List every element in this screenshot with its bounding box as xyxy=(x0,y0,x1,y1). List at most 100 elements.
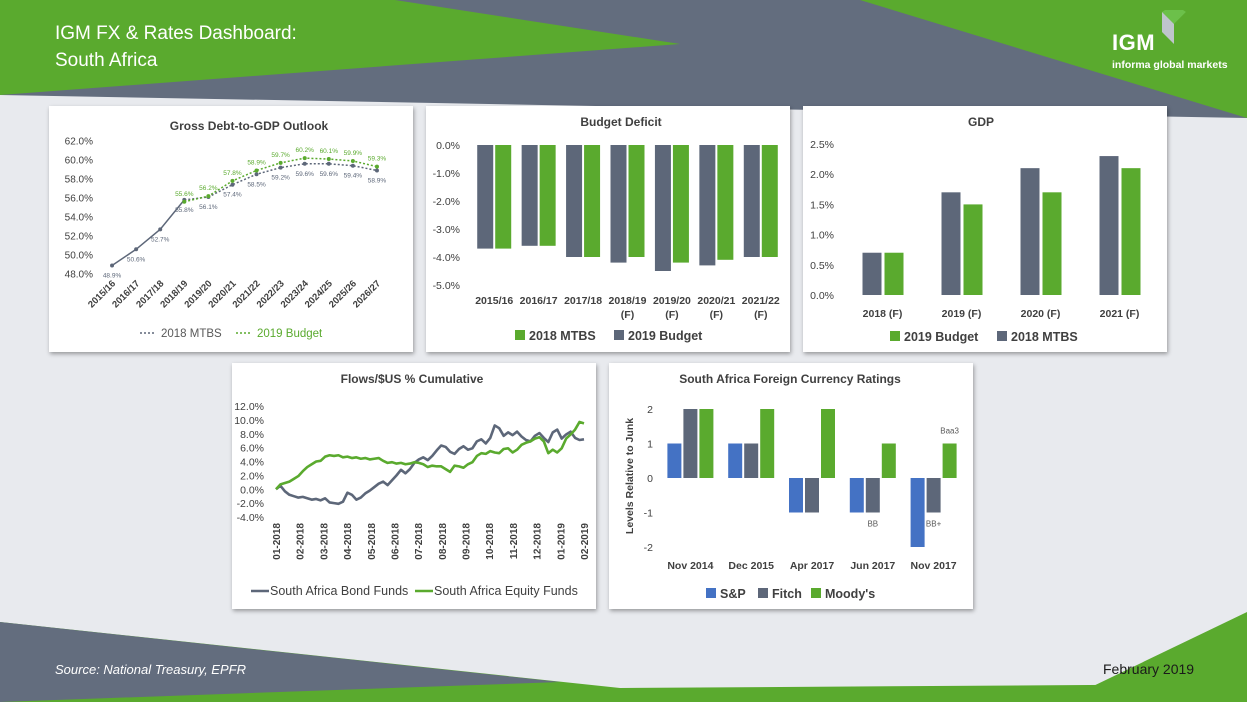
y-tick-label: 12.0% xyxy=(234,401,264,413)
logo-text: IGM xyxy=(1112,30,1156,55)
bar xyxy=(865,478,880,513)
chart-title: Flows/$US % Cumulative xyxy=(341,372,484,386)
legend-label: South Africa Bond Funds xyxy=(270,584,408,598)
data-label: 58.9% xyxy=(247,159,266,166)
y-tick-label: 2.0% xyxy=(810,169,834,181)
y-tick-label: 1.0% xyxy=(810,230,834,242)
debt-to-gdp-panel: Gross Debt-to-GDP Outlook 48.0% 50.0% 52.0%… xyxy=(49,106,413,352)
y-tick-label: 1 xyxy=(647,439,653,451)
x-tick-label: Nov 2017 xyxy=(911,560,957,572)
x-tick-label: 04-2018 xyxy=(343,523,354,560)
legend-label: South Africa Equity Funds xyxy=(434,584,578,598)
x-tick-label: (F) xyxy=(665,309,678,321)
data-label: 58.9% xyxy=(368,177,387,184)
legend-swatch xyxy=(997,331,1007,341)
bar xyxy=(821,409,835,478)
legend-swatch xyxy=(515,330,525,340)
bar xyxy=(1042,192,1062,295)
y-tick-label: 0.0% xyxy=(240,484,264,496)
data-point xyxy=(278,160,283,165)
chart-svg: Flows/$US % Cumulative -4.0% -2.0% 0.0% 2.0%… xyxy=(234,372,591,598)
data-label: 59.3% xyxy=(368,156,387,163)
y-tick-label: 58.0% xyxy=(65,175,93,186)
x-tick-label: 2021 (F) xyxy=(1100,308,1140,320)
data-label: 52.7% xyxy=(151,236,170,243)
x-tick-label: 12-2018 xyxy=(533,523,544,560)
x-tick-label: 05-2018 xyxy=(367,523,378,560)
bar xyxy=(761,145,778,257)
bar xyxy=(477,145,494,249)
series-line xyxy=(275,420,585,491)
legend-label: 2019 Budget xyxy=(904,330,979,344)
x-tick-label: 2018 (F) xyxy=(863,308,903,320)
legend-label: Fitch xyxy=(772,587,802,601)
y-tick-label: 60.0% xyxy=(65,156,93,167)
legend-label: 2019 Budget xyxy=(628,329,703,343)
y-tick-label: 52.0% xyxy=(65,232,93,243)
data-label: 55.8% xyxy=(175,207,194,214)
x-tick-label: 08-2018 xyxy=(438,523,449,560)
x-tick-label: 06-2018 xyxy=(390,523,401,560)
data-label: 58.5% xyxy=(247,181,266,188)
data-label: 60.1% xyxy=(320,148,339,155)
data-point xyxy=(302,156,307,161)
bar xyxy=(862,252,882,295)
bar xyxy=(744,443,759,478)
title-line-2: South Africa xyxy=(55,50,158,71)
y-tick-label: 54.0% xyxy=(65,213,93,224)
legend-swatch xyxy=(614,330,624,340)
legend-label: Moody's xyxy=(825,587,875,601)
logo-subtitle: informa global markets xyxy=(1112,59,1228,71)
data-annotation: BB xyxy=(867,520,878,529)
y-tick-label: -3.0% xyxy=(433,224,460,236)
title-line-1: IGM FX & Rates Dashboard: xyxy=(55,23,297,44)
chart-title: GDP xyxy=(968,115,994,129)
y-tick-label: 48.0% xyxy=(65,270,93,281)
x-tick-label: Dec 2015 xyxy=(728,560,774,572)
y-tick-label: -5.0% xyxy=(433,280,460,292)
bar xyxy=(805,478,819,513)
data-point xyxy=(374,168,379,173)
y-tick-label: 2.0% xyxy=(240,470,264,482)
legend-label: S&P xyxy=(720,587,746,601)
y-tick-label: 0 xyxy=(647,473,653,485)
data-point xyxy=(374,164,379,169)
x-tick-label: 2016/17 xyxy=(520,295,558,307)
y-tick-label: -4.0% xyxy=(237,512,264,524)
bar xyxy=(963,204,983,295)
x-tick-label: 10-2018 xyxy=(485,523,496,560)
bar xyxy=(743,145,760,257)
bar xyxy=(654,145,671,271)
x-tick-label: (F) xyxy=(754,309,767,321)
data-point xyxy=(182,199,187,204)
budget-deficit-panel: Budget Deficit 0.0% -1.0% -2.0% -3.0% -4.0% -5… xyxy=(426,106,790,352)
bar xyxy=(941,192,961,295)
data-label: 60.2% xyxy=(295,147,314,154)
y-tick-label: -2.0% xyxy=(237,498,264,510)
x-tick-label: Apr 2017 xyxy=(790,560,835,572)
x-tick-label: 2021/22 xyxy=(742,295,780,307)
y-tick-label: 56.0% xyxy=(65,194,93,205)
x-tick-label: 2019/20 xyxy=(653,295,691,307)
series-line-dotted xyxy=(184,163,378,201)
bar xyxy=(789,478,803,513)
data-annotation: BB+ xyxy=(926,520,942,529)
data-label: 50.6% xyxy=(127,256,146,263)
y-tick-label: 0.0% xyxy=(436,140,460,152)
bar xyxy=(521,145,538,246)
legend-swatch xyxy=(758,588,768,598)
data-label: 59.6% xyxy=(295,171,314,178)
y-tick-label: 0.0% xyxy=(810,290,834,302)
x-tick-label: Jun 2017 xyxy=(850,560,895,572)
x-tick-label: 2019 (F) xyxy=(942,308,982,320)
x-tick-label: Nov 2014 xyxy=(667,560,713,572)
y-tick-label: 0.5% xyxy=(810,260,834,272)
bar xyxy=(1121,168,1141,295)
bar xyxy=(728,443,743,478)
ratings-panel: South Africa Foreign Currency Ratings Lev… xyxy=(609,363,973,609)
data-label: 59.2% xyxy=(271,175,290,182)
bar xyxy=(628,145,645,257)
data-annotation: Baa3 xyxy=(940,427,959,436)
y-tick-label: 1.5% xyxy=(810,199,834,211)
y-axis-title: Levels Relative to Junk xyxy=(624,418,636,534)
